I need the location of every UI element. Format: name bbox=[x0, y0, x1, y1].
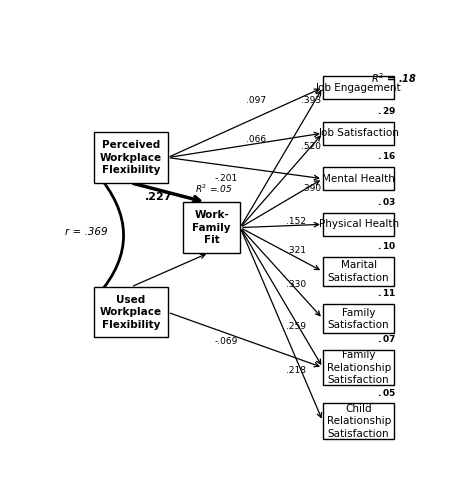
FancyBboxPatch shape bbox=[323, 76, 394, 99]
Text: Marital
Satisfaction: Marital Satisfaction bbox=[328, 260, 390, 283]
FancyBboxPatch shape bbox=[94, 287, 168, 337]
FancyBboxPatch shape bbox=[323, 257, 394, 286]
FancyBboxPatch shape bbox=[323, 403, 394, 439]
Text: Mental Health: Mental Health bbox=[322, 174, 395, 184]
Text: Family
Relationship
Satisfaction: Family Relationship Satisfaction bbox=[327, 350, 391, 385]
Text: .321: .321 bbox=[286, 246, 306, 255]
FancyBboxPatch shape bbox=[94, 132, 168, 183]
FancyBboxPatch shape bbox=[323, 213, 394, 236]
Text: $\mathit{R}^2$ = .18: $\mathit{R}^2$ = .18 bbox=[371, 71, 418, 85]
Text: $\mathbf{.16}$: $\mathbf{.16}$ bbox=[377, 151, 396, 162]
Text: .259: .259 bbox=[286, 322, 306, 331]
Text: .152: .152 bbox=[286, 217, 306, 226]
Text: $\mathbf{.10}$: $\mathbf{.10}$ bbox=[377, 240, 396, 251]
Text: .330: .330 bbox=[286, 280, 306, 289]
Text: .390: .390 bbox=[301, 184, 321, 193]
FancyBboxPatch shape bbox=[323, 304, 394, 333]
Text: .218: .218 bbox=[286, 366, 306, 375]
Text: Family
Satisfaction: Family Satisfaction bbox=[328, 307, 390, 330]
Text: Work-
Family
Fit: Work- Family Fit bbox=[192, 210, 231, 245]
Text: Job Satisfaction: Job Satisfaction bbox=[318, 128, 399, 138]
Text: -.201: -.201 bbox=[215, 174, 238, 183]
Text: $\mathbf{.11}$: $\mathbf{.11}$ bbox=[377, 287, 396, 298]
Text: Child
Relationship
Satisfaction: Child Relationship Satisfaction bbox=[327, 404, 391, 439]
Text: r = .369: r = .369 bbox=[65, 228, 108, 238]
FancyBboxPatch shape bbox=[323, 122, 394, 145]
FancyBboxPatch shape bbox=[323, 350, 394, 386]
Text: Used
Workplace
Flexibility: Used Workplace Flexibility bbox=[100, 295, 162, 330]
Text: $\mathit{R}^2$ =.05: $\mathit{R}^2$ =.05 bbox=[195, 183, 232, 195]
Text: .227: .227 bbox=[145, 192, 172, 202]
Text: $\mathbf{.29}$: $\mathbf{.29}$ bbox=[377, 105, 396, 116]
Text: Perceived
Workplace
Flexibility: Perceived Workplace Flexibility bbox=[100, 140, 162, 175]
Text: Job Engagement: Job Engagement bbox=[316, 82, 401, 92]
Text: $\mathbf{.07}$: $\mathbf{.07}$ bbox=[377, 333, 396, 344]
Text: .066: .066 bbox=[246, 135, 266, 144]
FancyBboxPatch shape bbox=[323, 167, 394, 190]
FancyBboxPatch shape bbox=[183, 202, 240, 253]
Text: .520: .520 bbox=[301, 142, 321, 151]
Text: -.069: -.069 bbox=[215, 337, 238, 346]
Text: .393: .393 bbox=[301, 96, 321, 105]
Text: $\mathbf{.05}$: $\mathbf{.05}$ bbox=[377, 387, 396, 398]
Text: .097: .097 bbox=[246, 96, 266, 105]
Text: Physical Health: Physical Health bbox=[319, 220, 399, 230]
Text: $\mathbf{.03}$: $\mathbf{.03}$ bbox=[377, 196, 396, 207]
